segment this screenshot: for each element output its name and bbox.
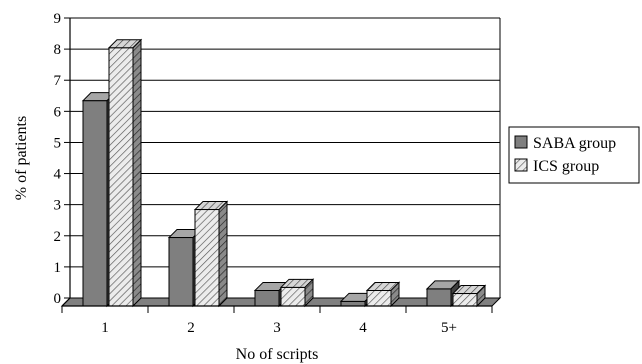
- x-tick-label: 4: [359, 320, 367, 336]
- axes: [61, 17, 493, 313]
- y-tick-label: 3: [54, 198, 62, 214]
- x-tick-label: 2: [187, 320, 195, 336]
- x-tick-label: 3: [273, 320, 281, 336]
- legend-swatch: [514, 158, 528, 172]
- legend: SABA group ICS group: [508, 126, 640, 184]
- gridlines: [70, 17, 501, 298]
- y-tick-label: 8: [54, 42, 62, 58]
- y-tick-label: 1: [54, 260, 62, 276]
- y-axis-foot: [61, 297, 71, 307]
- legend-swatch: [514, 135, 528, 149]
- y-tick-label: 7: [54, 73, 62, 89]
- y-tick-label: 6: [54, 104, 62, 120]
- y-tick-label: 5: [54, 135, 62, 151]
- x-axis-label: No of scripts: [236, 346, 319, 363]
- x-tick-label: 1: [101, 320, 109, 336]
- bar-ics-3: [279, 278, 315, 308]
- legend-box: [508, 126, 640, 184]
- legend-entry: ICS group: [533, 158, 599, 175]
- y-tick-labels: 0 1 2 3 4 5 6 7 8 9: [54, 11, 62, 307]
- y-tick-label: 9: [54, 11, 62, 27]
- bar-ics-1: [107, 38, 143, 308]
- y-tick-label: 4: [54, 167, 62, 183]
- bars: [81, 38, 487, 308]
- y-tick-label: 0: [54, 291, 62, 307]
- bar-ics-5+: [451, 284, 487, 308]
- y-tick-label: 2: [54, 229, 62, 245]
- x-tick-labels: 1 2 3 4 5+: [101, 320, 457, 336]
- bar-ics-2: [193, 200, 229, 308]
- y-axis-label: % of patients: [13, 116, 30, 200]
- bar-ics-4: [365, 281, 401, 308]
- legend-entry: SABA group: [533, 135, 616, 152]
- x-tick-label: 5+: [441, 320, 457, 336]
